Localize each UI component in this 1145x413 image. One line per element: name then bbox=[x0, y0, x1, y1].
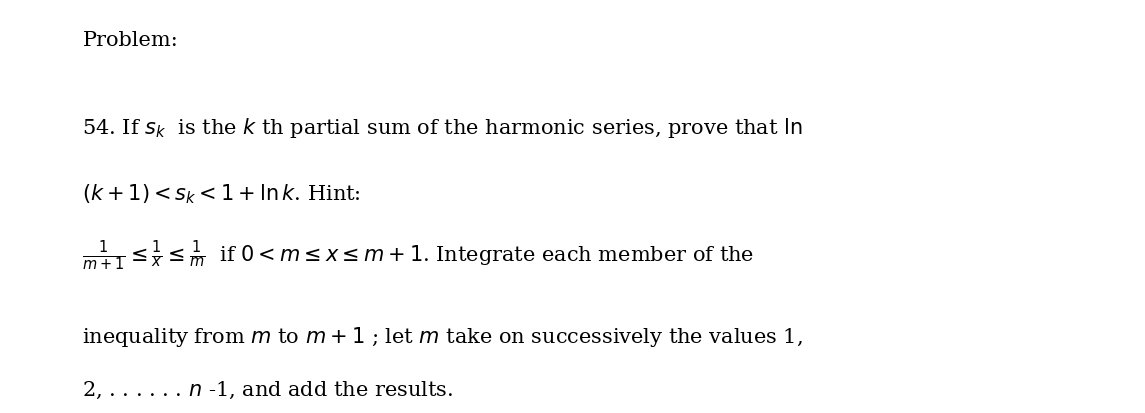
Text: $(k + 1) < s_k  < 1 + \ln k$. Hint:: $(k + 1) < s_k < 1 + \ln k$. Hint: bbox=[82, 183, 361, 206]
Text: $\frac{1}{m+1} \leq \frac{1}{x} \leq \frac{1}{m}$  if $0 < m \leq x \leq m + 1$.: $\frac{1}{m+1} \leq \frac{1}{x} \leq \fr… bbox=[82, 238, 755, 273]
Text: inequality from $m$ to $m + 1$ ; let $m$ take on successively the values 1,: inequality from $m$ to $m + 1$ ; let $m$… bbox=[82, 325, 804, 349]
Text: 2, . . . . . . $n$ -1, and add the results.: 2, . . . . . . $n$ -1, and add the resul… bbox=[82, 380, 453, 401]
Text: 54. If $s_k$  is the $k$ th partial sum of the harmonic series, prove that $\ln$: 54. If $s_k$ is the $k$ th partial sum o… bbox=[82, 116, 803, 140]
Text: Problem:: Problem: bbox=[82, 31, 179, 50]
